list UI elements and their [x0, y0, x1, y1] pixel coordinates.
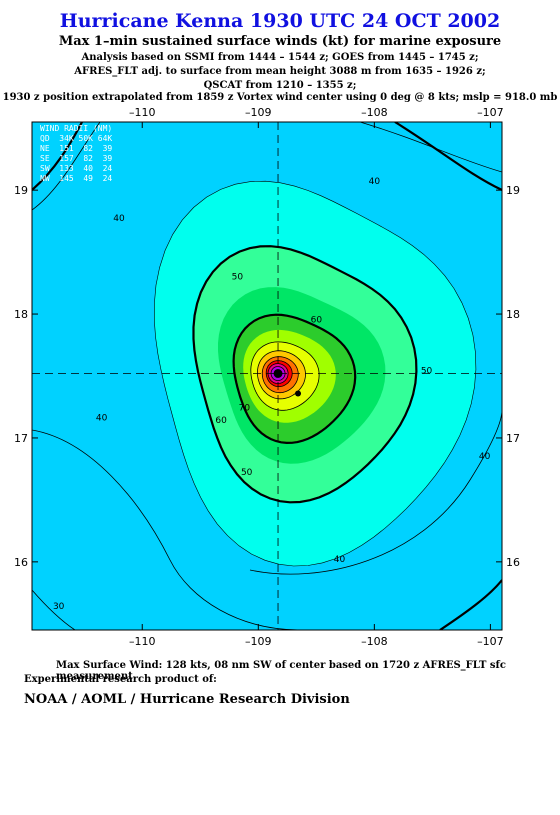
contour-line-w40 — [153, 180, 477, 567]
storm-center-marker — [274, 369, 302, 397]
wind-radii-table: WIND RADII (NM) QD 34K 50K 64K NE 151 82… — [40, 124, 112, 184]
lat-tick-label-right: 19 — [506, 184, 520, 197]
wind-radii-row-nw: NW 145 49 24 — [40, 174, 113, 183]
map-title: Hurricane Kenna 1930 UTC 24 OCT 2002 — [59, 10, 501, 32]
experimental-note: Experimental research product of: — [24, 674, 217, 685]
lon-tick-label-bottom: –110 — [129, 635, 156, 648]
wind-radii-row-sw: SW 133 40 24 — [40, 164, 113, 173]
contour-label: 50 — [421, 367, 433, 377]
contour-line-outer-se — [249, 409, 502, 575]
contour-line-w90 — [261, 356, 299, 394]
map-subtitle: Max 1–min sustained surface winds (kt) f… — [58, 34, 502, 49]
contour-label: 30 — [53, 602, 65, 612]
contour-labels: 40 40 50 60 50 70 60 40 50 40 40 30 — [53, 177, 491, 612]
wind-radii-row-ne: NE 151 82 39 — [40, 144, 113, 153]
contour-line-outer-nw-bold — [32, 122, 83, 191]
wind-contour-fills — [32, 122, 502, 630]
contour-label: 40 — [334, 555, 346, 565]
lat-tick-label-right: 18 — [506, 308, 520, 321]
lat-tick-label-right: 16 — [506, 556, 520, 569]
analysis-line-4: 1930 z position extrapolated from 1859 z… — [2, 92, 558, 103]
contour-label: 40 — [96, 414, 108, 424]
contour-label: 40 — [113, 214, 125, 224]
lat-tick-label-right: 17 — [506, 432, 520, 445]
wind-radii-row-se: SE 157 82 39 — [40, 154, 113, 163]
contour-line-outer-nw — [32, 122, 101, 211]
contour-label: 50 — [232, 272, 244, 282]
lon-tick-label-top: –110 — [129, 106, 156, 119]
lon-tick-label-top: –108 — [361, 106, 388, 119]
contour-label: 50 — [241, 468, 253, 478]
contour-line-w50 — [192, 245, 418, 504]
axis-ticks: –110 –110 –109 –109 –108 –108 –107 –107 16 16 17 17… — [14, 106, 520, 648]
wind-contour-lines — [32, 122, 502, 630]
max-wind-marker — [295, 390, 302, 397]
lat-tick-label-left: 19 — [14, 184, 28, 197]
lon-tick-label-bottom: –109 — [245, 635, 272, 648]
plot-frame — [31, 121, 503, 631]
contour-line-w80 — [256, 350, 306, 400]
lon-tick-label-top: –107 — [477, 106, 504, 119]
contour-line-w60 — [232, 313, 357, 445]
contour-label: 60 — [215, 416, 227, 426]
contour-label: 40 — [369, 177, 381, 187]
contour-line-outer-south — [32, 429, 301, 630]
wind-radii-header: WIND RADII (NM) — [40, 124, 113, 133]
contour-label: 70 — [239, 404, 251, 414]
lat-tick-label-left: 17 — [14, 432, 28, 445]
contour-line-outer-se-bold — [439, 579, 502, 630]
wind-radii-cols: QD 34K 50K 64K — [40, 134, 113, 143]
contour-line-w70 — [250, 341, 320, 411]
contour-line-outer-ne-bold — [394, 122, 502, 191]
analysis-line-1: Analysis based on SSMI from 1444 – 1544 … — [81, 52, 479, 63]
organization-credit: NOAA / AOML / Hurricane Research Divisio… — [24, 692, 350, 707]
lat-tick-label-left: 16 — [14, 556, 28, 569]
max-wind-note: Max Surface Wind: 128 kts, 08 nm SW of c… — [56, 660, 506, 682]
lon-tick-label-bottom: –108 — [361, 635, 388, 648]
contour-line-outer-sw — [32, 589, 76, 630]
storm-center-dot — [274, 369, 283, 378]
contour-label: 40 — [479, 452, 491, 462]
analysis-line-2: AFRES_FLT adj. to surface from mean heig… — [74, 66, 486, 77]
contour-label: 60 — [311, 316, 323, 326]
lon-tick-label-bottom: –107 — [477, 635, 504, 648]
lon-tick-label-top: –109 — [245, 106, 272, 119]
lat-tick-label-left: 18 — [14, 308, 28, 321]
analysis-line-3: QSCAT from 1210 – 1355 z; — [203, 80, 357, 91]
